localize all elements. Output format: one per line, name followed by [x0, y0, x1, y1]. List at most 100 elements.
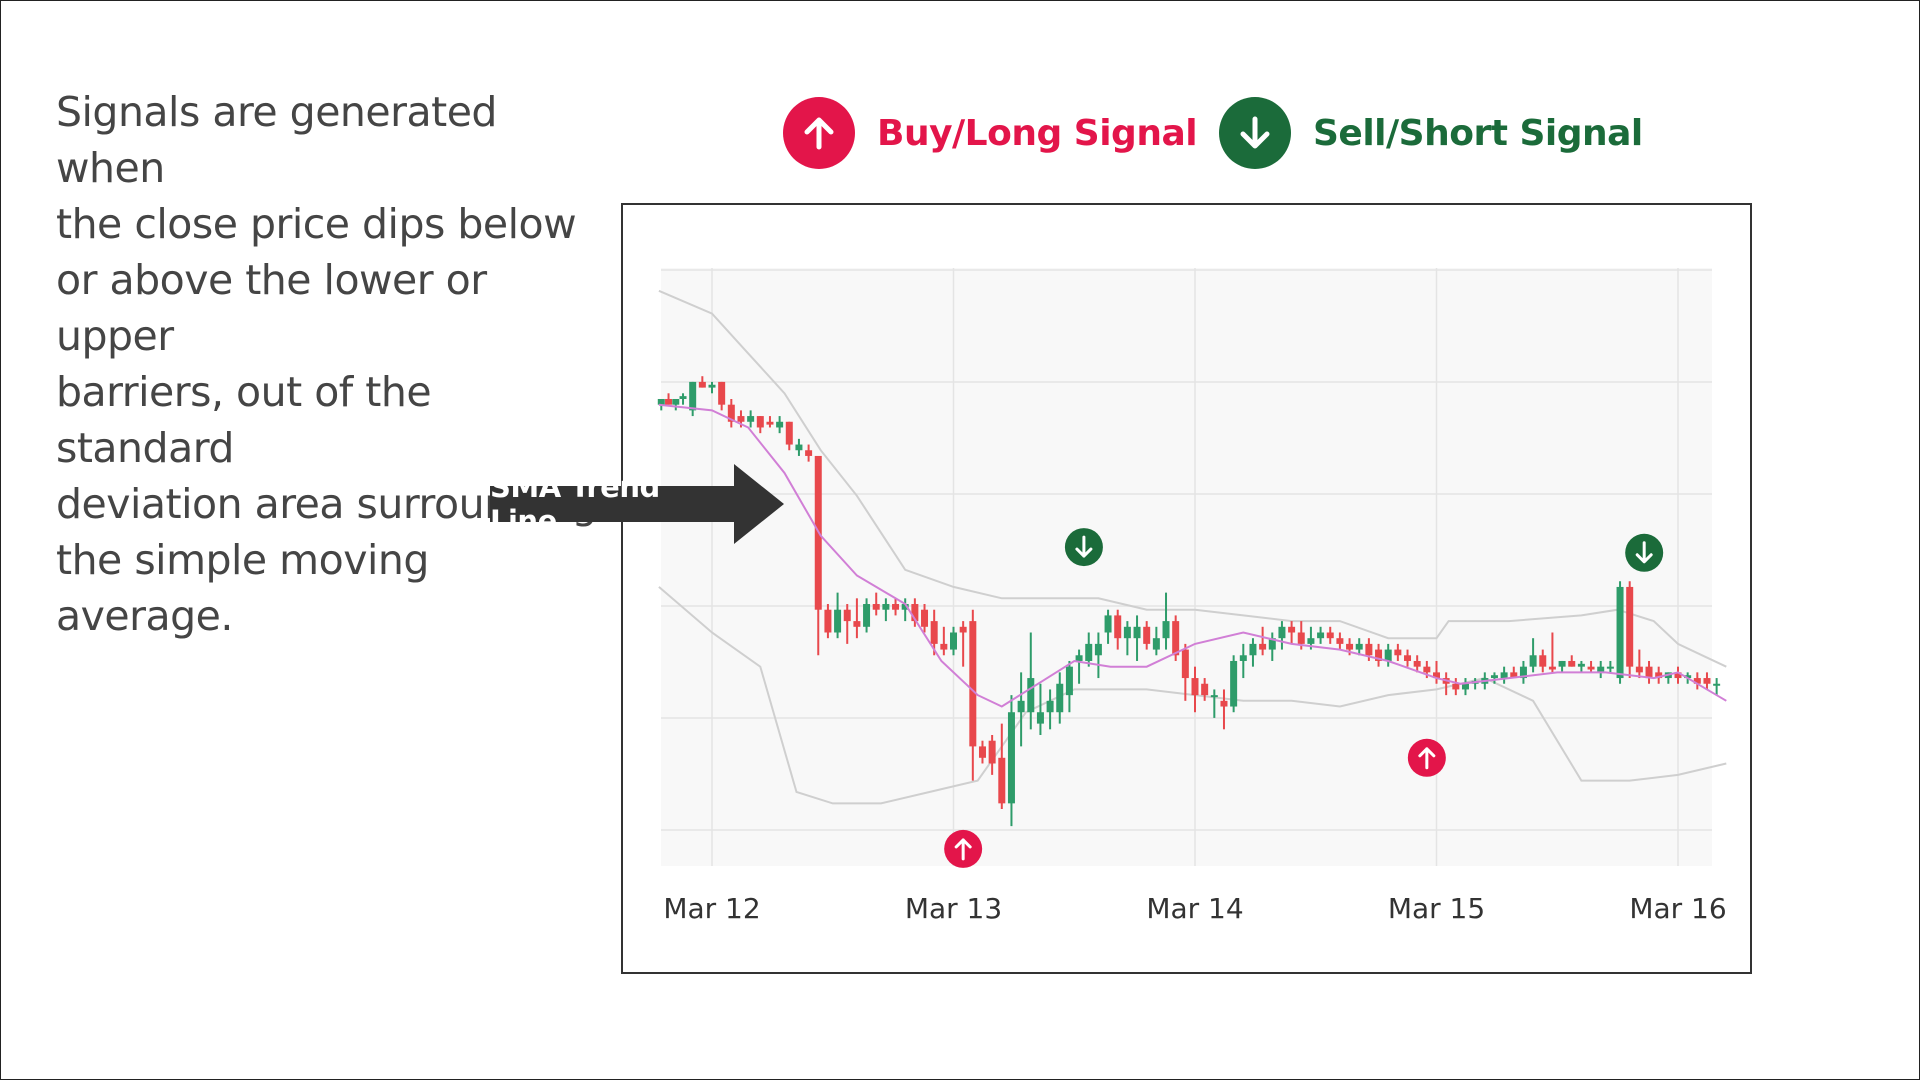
candle	[950, 626, 957, 656]
candle-body	[853, 621, 861, 627]
candle	[853, 598, 861, 639]
candle-body	[1674, 672, 1682, 679]
candle	[1220, 689, 1228, 730]
candle	[1336, 632, 1344, 650]
candle	[1616, 581, 1624, 684]
candle-body	[1461, 683, 1469, 690]
candle	[1394, 643, 1402, 661]
candle	[776, 416, 784, 434]
candle-body	[1210, 695, 1218, 698]
candle	[1529, 638, 1537, 673]
candle-body	[1693, 678, 1701, 684]
candle-body	[1201, 683, 1209, 696]
arrow-right-icon	[490, 464, 784, 544]
candle	[843, 604, 851, 644]
candle	[795, 438, 803, 456]
candle	[1693, 672, 1701, 690]
candle	[1519, 660, 1527, 684]
candle	[1007, 695, 1015, 827]
buy-signal-marker	[1407, 738, 1446, 777]
candle	[1123, 621, 1131, 656]
candle	[756, 416, 764, 434]
candle-body	[978, 746, 986, 758]
candle-body	[1433, 672, 1440, 679]
candle-body	[911, 604, 919, 622]
description-line: barriers, out of the standard	[56, 368, 432, 472]
sell-signal-marker	[1625, 533, 1664, 572]
candle-body	[766, 421, 774, 425]
candle-body	[672, 398, 680, 405]
candle-body	[1162, 621, 1170, 639]
candle-body	[1239, 655, 1247, 661]
candle-body	[1046, 700, 1054, 713]
candle-body	[1288, 626, 1296, 633]
candle-body	[1104, 615, 1112, 633]
candle-body	[805, 450, 813, 456]
candle-body	[1713, 683, 1721, 686]
candle	[1713, 678, 1721, 696]
candle-body	[824, 609, 832, 633]
sma-trend-callout: SMA Trend Line	[490, 464, 786, 544]
candle-body	[940, 643, 948, 650]
candle-body	[1645, 666, 1653, 679]
candle	[911, 598, 919, 627]
candle	[1568, 655, 1576, 667]
candle	[1539, 649, 1547, 673]
plot-area	[661, 268, 1712, 866]
candle	[672, 398, 680, 411]
candle	[1413, 655, 1421, 673]
candle-body	[921, 609, 929, 627]
candle	[1268, 632, 1276, 661]
candle	[708, 381, 716, 394]
candle	[1433, 660, 1440, 684]
candle-body	[1230, 660, 1238, 707]
candle	[1288, 621, 1296, 644]
x-axis-ticks: Mar 12 Mar 13 Mar 14 Mar 15 Mar 16	[663, 892, 1726, 925]
candle	[930, 609, 938, 656]
candle-body	[1626, 586, 1634, 667]
candle-body	[756, 416, 764, 428]
arrow-down-icon	[1635, 541, 1653, 564]
arrow-down-icon	[1219, 97, 1291, 169]
candle-body	[1094, 643, 1102, 656]
candle-body	[1346, 643, 1354, 650]
candle-body	[969, 621, 977, 747]
candle-body	[776, 421, 784, 428]
candle	[1500, 666, 1508, 684]
candle	[1558, 660, 1566, 673]
candle-body	[1036, 712, 1044, 724]
candle-body	[1249, 643, 1257, 656]
candle-body	[1007, 712, 1015, 804]
candle-body	[679, 396, 687, 399]
candle	[959, 621, 967, 667]
candle-body	[1384, 649, 1392, 661]
candle	[1703, 672, 1711, 690]
x-tick-label: Mar 13	[905, 892, 1002, 925]
candle-body	[1336, 638, 1344, 644]
candle	[940, 626, 948, 656]
candle-body	[1587, 666, 1595, 670]
legend-buy: Buy/Long Signal	[783, 96, 1198, 170]
candle-body	[1307, 638, 1315, 644]
candle	[1201, 678, 1209, 701]
candle	[1577, 660, 1585, 673]
candle	[1645, 660, 1653, 684]
candle	[1597, 660, 1605, 679]
candle-body	[872, 604, 880, 610]
candle-body	[1152, 638, 1160, 650]
candle	[1133, 615, 1141, 661]
candle	[1239, 643, 1247, 679]
candle	[824, 604, 832, 639]
candle	[1056, 672, 1064, 724]
candle-body	[1404, 655, 1412, 661]
buy-signal-marker	[944, 829, 983, 868]
description-line: the close price dips below	[56, 200, 577, 248]
candle	[1317, 626, 1325, 644]
candle	[1085, 632, 1093, 667]
candle	[766, 416, 774, 428]
candle-body	[737, 416, 745, 422]
legend-buy-label: Buy/Long Signal	[877, 112, 1198, 154]
candle-body	[1568, 660, 1576, 667]
legend-sell-label: Sell/Short Signal	[1313, 112, 1643, 154]
candle-body	[689, 381, 697, 411]
